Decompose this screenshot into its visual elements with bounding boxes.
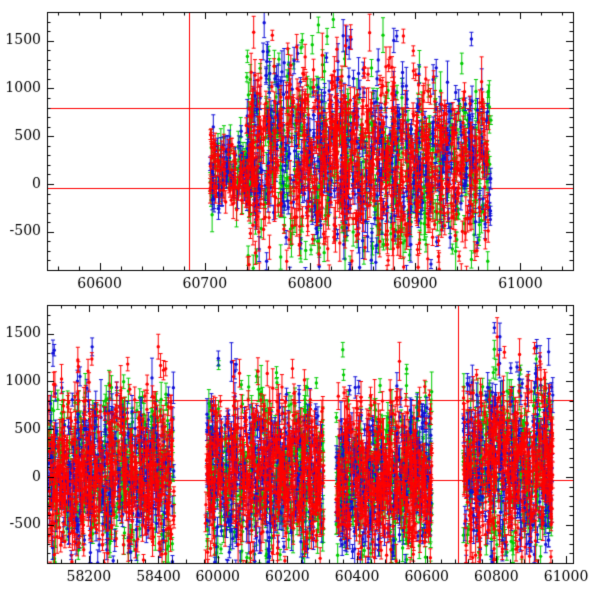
light-curve-figure (0, 0, 600, 600)
light-curve-plot-canvas (0, 0, 600, 600)
